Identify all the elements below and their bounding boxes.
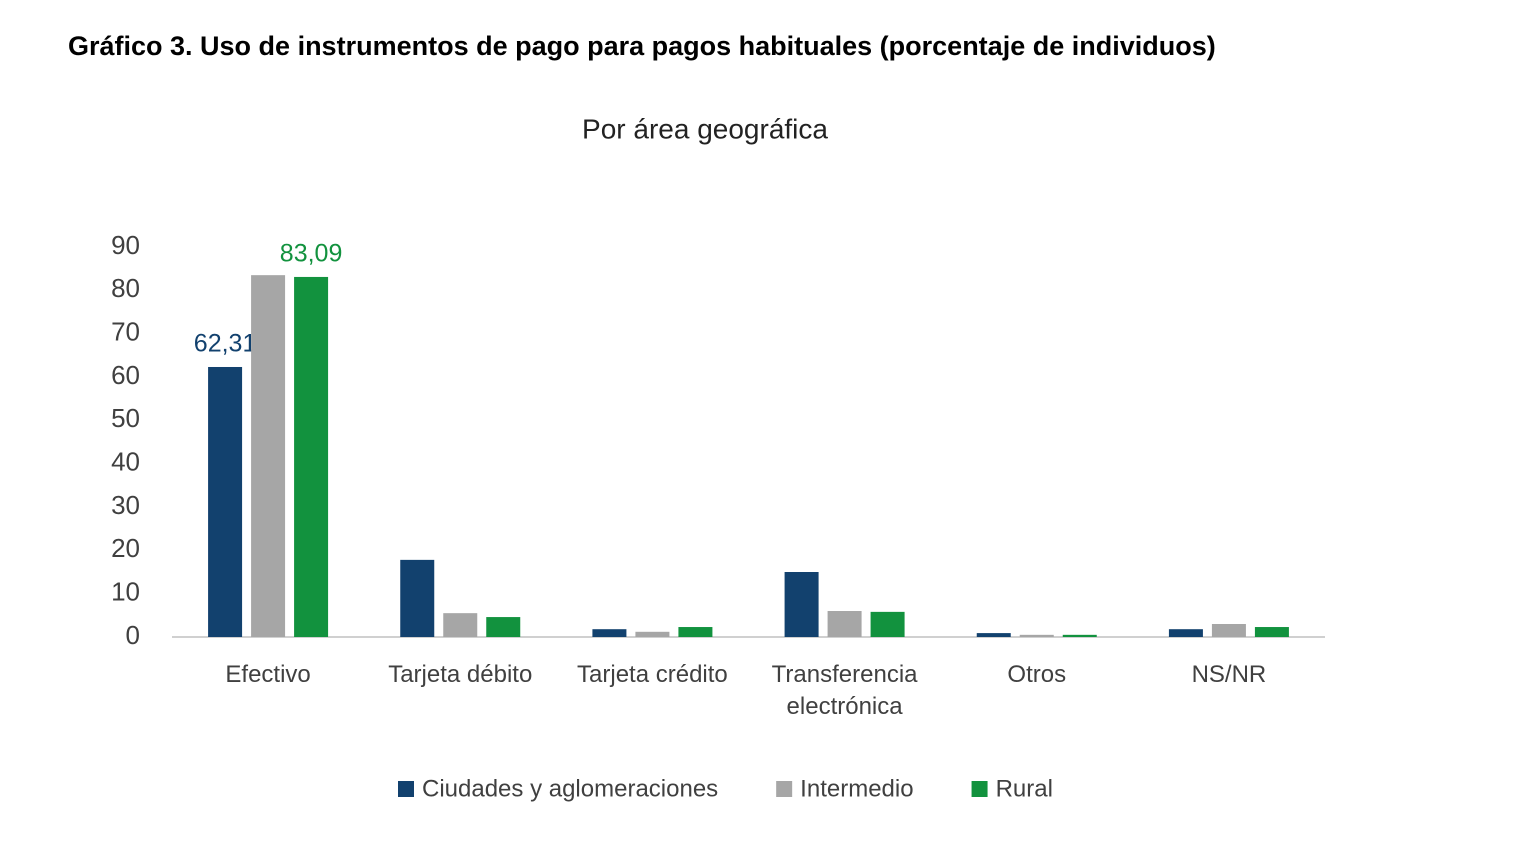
y-tick-label: 70 (111, 317, 140, 347)
legend-label: Intermedio (800, 775, 913, 802)
bar (1168, 629, 1203, 637)
bar (870, 611, 905, 637)
x-tick-label: NS/NR (1191, 661, 1267, 688)
bar (976, 633, 1011, 637)
bar (592, 629, 627, 637)
x-tick-label: Transferencia electrónica (771, 661, 918, 720)
bar (1019, 634, 1054, 637)
bar (208, 366, 243, 637)
bar (1254, 627, 1289, 637)
bar (635, 631, 670, 637)
legend-swatch (971, 781, 988, 797)
data-label: 62,31 (194, 330, 257, 358)
bar (1211, 624, 1246, 637)
bar (827, 611, 862, 637)
bar (1062, 634, 1097, 637)
bar (784, 572, 819, 637)
data-label-bg (190, 329, 260, 358)
y-tick-label: 20 (111, 533, 140, 563)
bar (294, 276, 329, 637)
x-tick-label: Efectivo (225, 661, 311, 688)
chart-title: Gráfico 3. Uso de instrumentos de pago p… (68, 31, 1216, 61)
data-label-bg (276, 239, 346, 268)
y-tick-label: 60 (111, 360, 140, 390)
legend-label: Ciudades y aglomeraciones (422, 775, 718, 802)
legend-label: Rural (996, 775, 1053, 802)
x-tick-label: Tarjeta crédito (577, 661, 728, 688)
bar (678, 627, 713, 637)
bar (486, 617, 521, 637)
bar (443, 613, 478, 637)
y-tick-label: 50 (111, 403, 140, 433)
y-tick-label: 10 (111, 577, 140, 607)
x-tick-label: Otros (1007, 661, 1067, 688)
x-tick-label: Tarjeta débito (388, 661, 533, 688)
bar (400, 559, 435, 637)
y-tick-label: 0 (126, 620, 140, 650)
y-tick-label: 40 (111, 447, 140, 477)
legend-swatch (776, 781, 793, 797)
legend-swatch (398, 781, 414, 797)
y-tick-label: 90 (111, 230, 140, 260)
data-label: 83,09 (280, 240, 343, 268)
y-tick-label: 80 (111, 273, 140, 303)
bar (251, 275, 286, 637)
y-tick-label: 30 (111, 490, 140, 520)
chart-subtitle: Por área geográfica (582, 113, 828, 144)
